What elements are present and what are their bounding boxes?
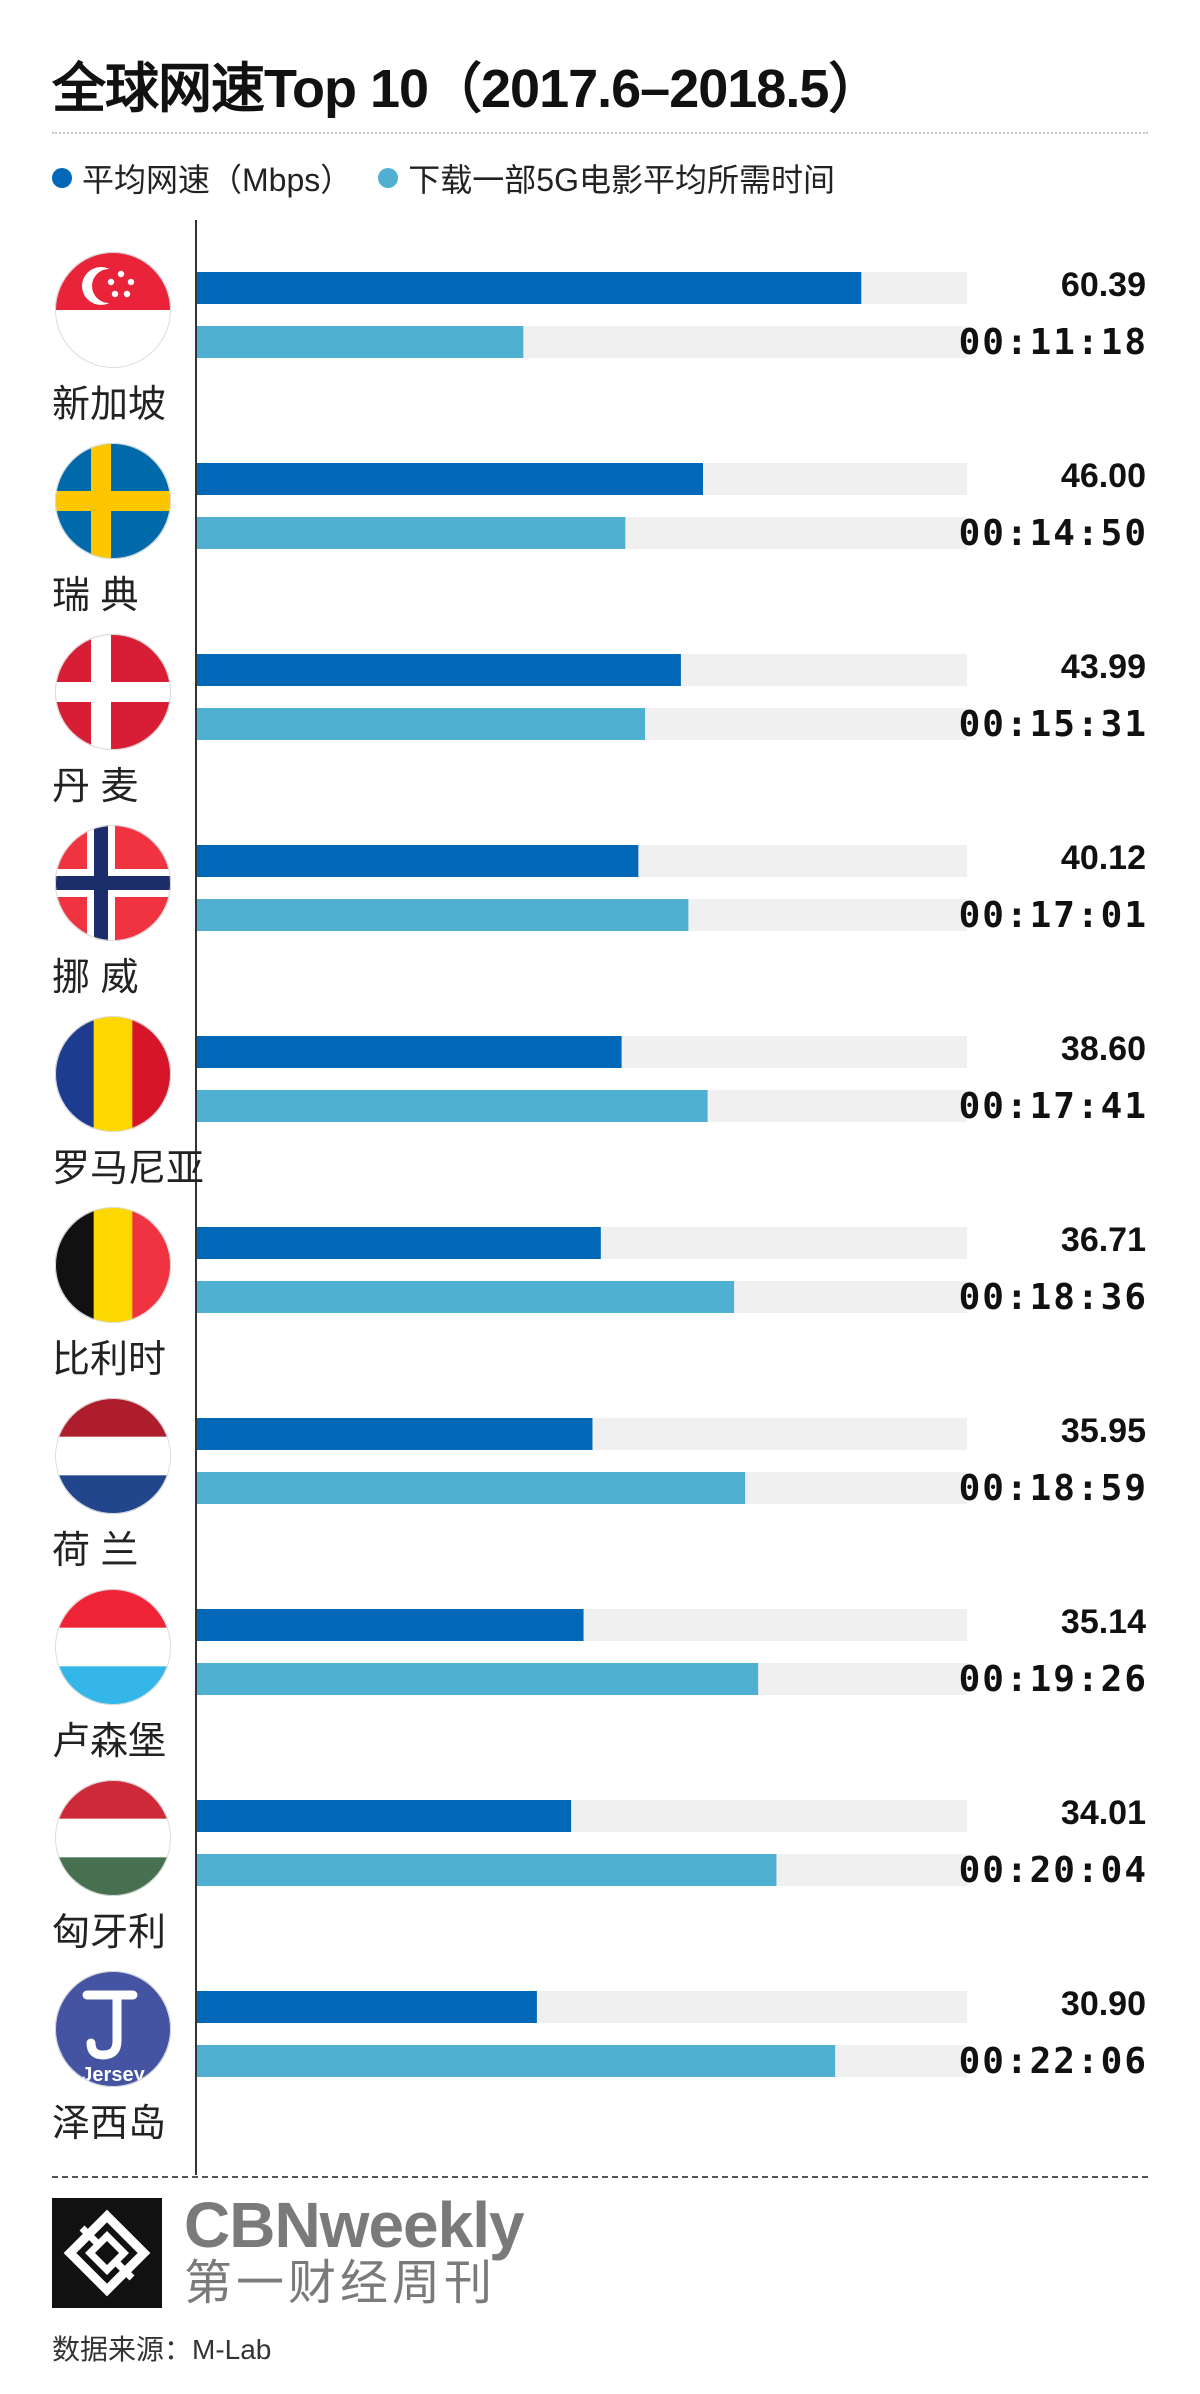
title-divider: [52, 132, 1148, 134]
time-bar: [197, 1854, 777, 1886]
speed-bar: [197, 272, 862, 304]
time-value-label: 00:17:41: [959, 1086, 1148, 1127]
flag-outline: [55, 1207, 171, 1323]
romania-flag-icon: [55, 1016, 171, 1132]
flag-outline: [55, 634, 171, 750]
legend-dot-icon: [378, 168, 399, 188]
time-value-label: 00:11:18: [959, 322, 1148, 363]
country-label: 匈牙利: [52, 1912, 166, 1954]
flag-outline: [55, 825, 171, 941]
time-bar: [197, 1663, 759, 1695]
speed-bar: [197, 1036, 622, 1068]
country-label: 卢森堡: [52, 1721, 166, 1763]
country-label: 瑞 典: [52, 575, 139, 617]
time-value-label: 00:17:01: [959, 895, 1148, 936]
footer-divider: [52, 2176, 1148, 2178]
time-bar: [197, 708, 646, 740]
speed-value-label: 46.00: [1061, 457, 1146, 495]
cbnweekly-logo-icon: [52, 2198, 162, 2308]
country-label: 罗马尼亚: [52, 1148, 204, 1190]
data-source: 数据来源：M-Lab: [52, 2334, 272, 2365]
brand-block: CBNweekly 第一财经周刊: [52, 2193, 525, 2310]
speed-value-label: 35.95: [1061, 1412, 1146, 1450]
speed-value-label: 38.60: [1061, 1030, 1146, 1068]
country-label: 丹 麦: [52, 766, 139, 808]
speed-value-label: 36.71: [1061, 1221, 1146, 1259]
flag-outline: [55, 1016, 171, 1132]
time-value-label: 00:19:26: [959, 1659, 1148, 1700]
country-label: 新加坡: [52, 384, 166, 426]
jersey-emblem-text: Jersey: [81, 2064, 145, 2086]
norway-flag-icon: [55, 825, 171, 941]
speed-value-label: 60.39: [1061, 266, 1146, 304]
chart-title: 全球网速Top 10（2017.6–2018.5）: [52, 59, 882, 119]
country-label: 泽西岛: [52, 2103, 166, 2145]
speed-bar: [197, 1418, 593, 1450]
flag-outline: [55, 1971, 171, 2087]
time-value-label: 00:22:06: [959, 2041, 1148, 2082]
flag-outline: [55, 1398, 171, 1514]
chart-legend: 平均网速（Mbps） 下载一部5G电影平均所需时间: [52, 158, 861, 198]
bar-chart: 新加坡 60.39 00:11:18 瑞 典 46.00 00:14:50 丹 麦 43.99…: [52, 252, 1148, 2145]
speed-value-label: 43.99: [1061, 648, 1146, 686]
country-label: 荷 兰: [52, 1530, 139, 1572]
legend-label-time: 下载一部5G电影平均所需时间: [408, 162, 835, 198]
legend-label-speed: 平均网速（Mbps）: [82, 162, 353, 198]
brand-name-cn: 第一财经周刊: [184, 2257, 497, 2310]
time-value-label: 00:18:59: [959, 1468, 1148, 1509]
time-value-label: 00:14:50: [959, 513, 1148, 554]
legend-dot-icon: [52, 168, 72, 188]
denmark-flag-icon: [55, 634, 171, 750]
country-label: 挪 威: [52, 957, 139, 999]
time-bar: [197, 1281, 735, 1313]
speed-bar: [197, 463, 703, 495]
time-value-label: 00:15:31: [959, 704, 1148, 745]
legend-item-speed: 平均网速（Mbps）: [52, 155, 352, 201]
time-value-label: 00:20:04: [959, 1850, 1148, 1891]
time-bar: [197, 1090, 708, 1122]
time-bar: [197, 1472, 746, 1504]
speed-value-label: 35.14: [1061, 1603, 1146, 1641]
time-value-label: 00:18:36: [959, 1277, 1148, 1318]
speed-bar: [197, 654, 681, 686]
time-bar: [197, 326, 524, 358]
speed-bar: [197, 845, 639, 877]
speed-value-label: 34.01: [1061, 1794, 1146, 1832]
speed-bar: [197, 1800, 572, 1832]
flag-outline: [55, 1589, 171, 1705]
speed-value-label: 40.12: [1061, 839, 1146, 877]
time-bar: [197, 2045, 836, 2077]
flag-outline: [55, 252, 171, 368]
sweden-flag-icon: [55, 443, 171, 559]
legend-item-time: 下载一部5G电影平均所需时间: [378, 155, 835, 201]
y-axis-line: [195, 220, 197, 2175]
flag-outline: [55, 1780, 171, 1896]
flag-outline: [55, 443, 171, 559]
time-bar: [197, 517, 626, 549]
country-label: 比利时: [52, 1339, 166, 1381]
jersey-emblem-icon: Jersey: [55, 1971, 171, 2087]
speed-bar: [197, 1609, 584, 1641]
speed-bar: [197, 1991, 537, 2023]
speed-bar: [197, 1227, 601, 1259]
time-bar: [197, 899, 689, 931]
speed-value-label: 30.90: [1061, 1985, 1146, 2023]
brand-name-en: CBNweekly: [184, 2189, 525, 2261]
